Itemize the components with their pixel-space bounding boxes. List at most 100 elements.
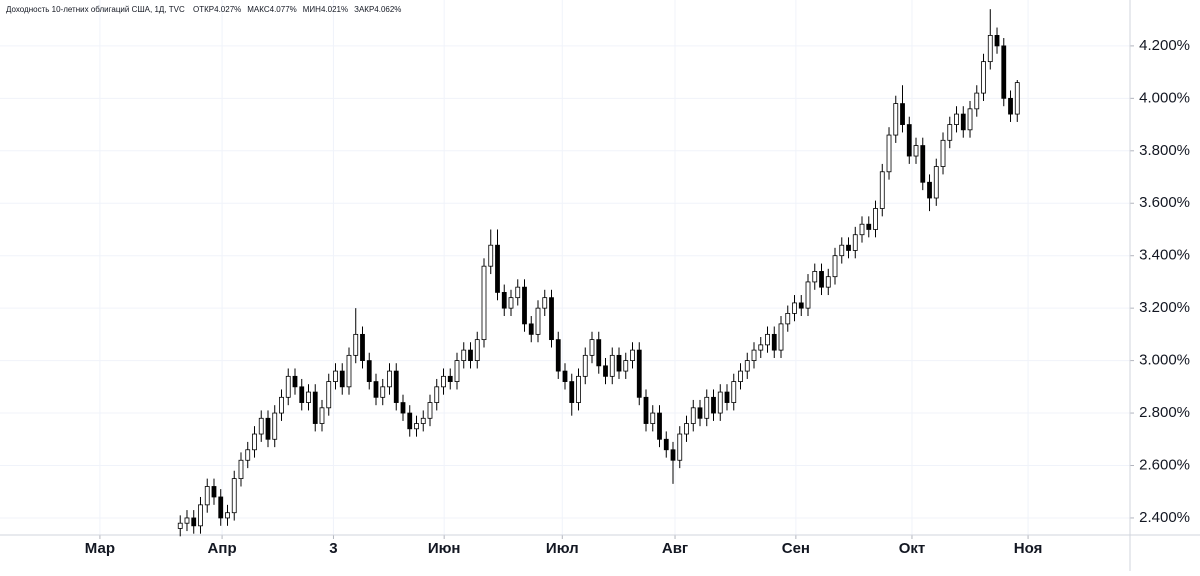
candle-body xyxy=(576,375,581,403)
candle-body xyxy=(873,208,878,230)
candle-body xyxy=(819,271,824,288)
candle-body xyxy=(319,407,325,424)
candle-body xyxy=(515,286,521,299)
candle-body xyxy=(535,307,541,335)
x-tick-label: Ноя xyxy=(1014,540,1043,557)
candle-body xyxy=(555,339,561,372)
candle-body xyxy=(711,396,716,414)
y-tick-label: 3.800% xyxy=(1139,142,1190,159)
candle-body xyxy=(522,286,527,325)
candle-body xyxy=(508,297,514,309)
candle-body xyxy=(981,61,986,94)
candle-body xyxy=(447,375,453,382)
candle-body xyxy=(468,349,473,362)
legend-value: 4.077% xyxy=(269,5,297,14)
candle-body xyxy=(886,134,892,173)
candle-body xyxy=(927,181,932,199)
candle-body xyxy=(434,386,440,403)
candle-body xyxy=(657,412,662,440)
candle-body xyxy=(191,517,197,527)
candle-body xyxy=(684,423,689,435)
legend-value: 4.021% xyxy=(320,5,349,14)
y-tick-label: 3.600% xyxy=(1139,194,1190,211)
candle-body xyxy=(569,381,575,403)
candle-body xyxy=(744,360,750,372)
candle-body xyxy=(731,381,737,403)
y-tick-label: 3.400% xyxy=(1139,247,1190,264)
candle-body xyxy=(427,402,433,419)
candle-body xyxy=(974,92,980,110)
candle-body xyxy=(279,396,284,414)
y-tick-label: 3.000% xyxy=(1139,352,1190,369)
candle-body xyxy=(954,113,959,125)
candle-body xyxy=(1008,97,1013,115)
candle-body xyxy=(299,386,305,403)
candle-body xyxy=(393,370,399,403)
candle-body xyxy=(380,386,386,398)
candle-body xyxy=(238,459,244,480)
candle-body xyxy=(582,354,588,377)
candle-body xyxy=(177,522,183,529)
candle-body xyxy=(501,292,507,309)
candle-body xyxy=(805,281,811,309)
y-tick-label: 2.400% xyxy=(1139,509,1190,526)
candle-body xyxy=(198,504,203,527)
candle-body xyxy=(488,244,494,267)
x-tick-label: 3 xyxy=(329,540,337,557)
candle-body xyxy=(940,139,946,167)
candle-body xyxy=(987,35,993,63)
candle-body xyxy=(839,244,845,257)
candle-body xyxy=(285,375,291,398)
candle-body xyxy=(245,449,251,461)
candle-body xyxy=(906,124,912,157)
legend-value: 4.027% xyxy=(214,5,242,14)
candle-body xyxy=(414,423,419,430)
legend-label: МИН xyxy=(302,5,321,14)
y-tick-label: 2.600% xyxy=(1139,456,1190,473)
candle-body xyxy=(751,349,757,362)
candle-body xyxy=(765,333,770,346)
candle-body xyxy=(461,349,467,362)
candle-body xyxy=(920,145,926,183)
candle-body xyxy=(333,370,338,382)
candle-body xyxy=(778,323,784,351)
candle-body xyxy=(812,271,818,283)
candle-body xyxy=(697,407,703,419)
candle-body xyxy=(589,339,595,356)
candle-body xyxy=(454,360,460,382)
legend-label: ОТКР xyxy=(193,5,215,14)
candle-body xyxy=(960,113,966,131)
candle-body xyxy=(623,360,629,372)
candle-body xyxy=(846,244,851,251)
candle-body xyxy=(609,354,615,377)
candle-body xyxy=(549,297,554,341)
candle-body xyxy=(900,103,905,125)
candle-body xyxy=(866,223,872,230)
x-tick-label: Окт xyxy=(899,540,926,557)
x-tick-label: Апр xyxy=(208,540,237,557)
x-tick-label: Июн xyxy=(428,540,461,557)
candle-body xyxy=(400,402,406,414)
candle-body xyxy=(670,449,676,461)
candle-body xyxy=(893,103,899,136)
candle-body xyxy=(231,478,237,514)
y-tick-label: 4.200% xyxy=(1139,37,1190,54)
candle-body xyxy=(677,433,683,461)
legend-item: ЗАКР4.062% xyxy=(354,5,401,14)
candle-body xyxy=(913,145,919,157)
candle-body xyxy=(542,297,548,309)
candle-body xyxy=(690,407,696,424)
candle-body xyxy=(771,333,777,351)
candle-body xyxy=(353,333,359,356)
candle-body xyxy=(852,234,858,251)
candle-body xyxy=(495,244,500,293)
chart-title: Доходность 10-летних облигаций США, 1Д, … xyxy=(6,5,185,14)
candle-body xyxy=(258,417,264,435)
candle-body xyxy=(1001,45,1007,99)
candle-body xyxy=(758,344,764,351)
candle-body xyxy=(947,124,953,141)
candle-body xyxy=(211,486,217,498)
candle-body xyxy=(785,312,791,325)
candle-body xyxy=(265,417,271,440)
